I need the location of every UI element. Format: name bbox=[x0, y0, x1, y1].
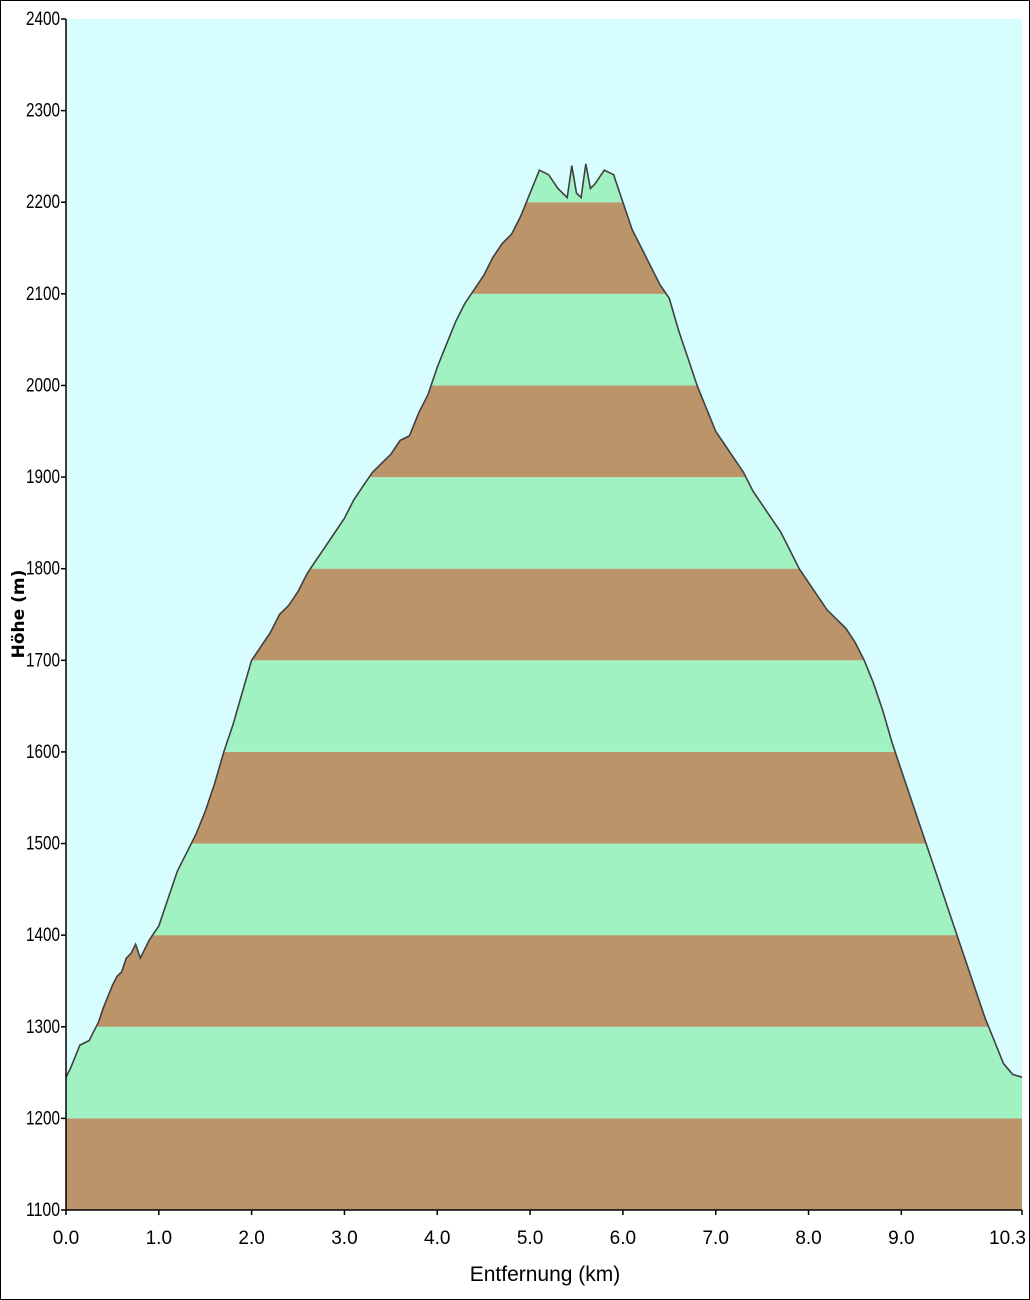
y-tick-label: 1400 bbox=[26, 925, 60, 946]
elevation-band bbox=[66, 1026, 1022, 1119]
y-tick-label: 2100 bbox=[26, 284, 60, 305]
y-tick-label: 1100 bbox=[26, 1200, 60, 1221]
elevation-profile-line bbox=[65, 163, 1023, 1078]
y-axis-ticks: 1100 1200 1300 1400 1500 1600 1700 1800 1900 2000… bbox=[26, 9, 66, 1221]
elevation-band bbox=[66, 843, 1022, 936]
y-tick-label: 1200 bbox=[26, 1108, 60, 1129]
x-tick-label: 6.0 bbox=[610, 1228, 636, 1249]
x-tick-label: 1.0 bbox=[146, 1228, 172, 1249]
y-tick-label: 1900 bbox=[26, 467, 60, 488]
x-tick-label: 5.0 bbox=[517, 1228, 543, 1249]
y-tick-label: 1300 bbox=[26, 1017, 60, 1038]
elevation-band bbox=[66, 1118, 1022, 1210]
y-tick-label: 1700 bbox=[26, 650, 60, 671]
x-tick-label: 7.0 bbox=[702, 1228, 728, 1249]
y-tick-label: 1800 bbox=[26, 559, 60, 580]
x-tick-label: 10.3 bbox=[989, 1228, 1026, 1249]
x-tick-label: 8.0 bbox=[795, 1228, 821, 1249]
elevation-band bbox=[66, 751, 1022, 844]
x-tick-label: 2.0 bbox=[238, 1228, 264, 1249]
y-tick-label: 2000 bbox=[26, 375, 60, 396]
x-axis-title: Entfernung (km) bbox=[470, 1263, 621, 1286]
x-tick-label: 4.0 bbox=[424, 1228, 450, 1249]
y-axis-title: Höhe (m) bbox=[9, 570, 29, 659]
elevation-band bbox=[66, 935, 1022, 1027]
y-tick-label: 1600 bbox=[26, 742, 60, 763]
y-tick-label: 2300 bbox=[26, 101, 60, 122]
y-tick-label: 2200 bbox=[26, 192, 60, 213]
x-tick-label: 3.0 bbox=[331, 1228, 357, 1249]
x-axis-ticks: 0.0 1.0 2.0 3.0 4.0 5.0 6.0 7.0 8.0 9.0 10.3 bbox=[53, 1210, 1026, 1249]
x-tick-label: 0.0 bbox=[53, 1228, 79, 1249]
y-tick-label: 1500 bbox=[26, 834, 60, 855]
x-tick-label: 9.0 bbox=[888, 1228, 914, 1249]
y-tick-label: 2400 bbox=[26, 9, 60, 30]
